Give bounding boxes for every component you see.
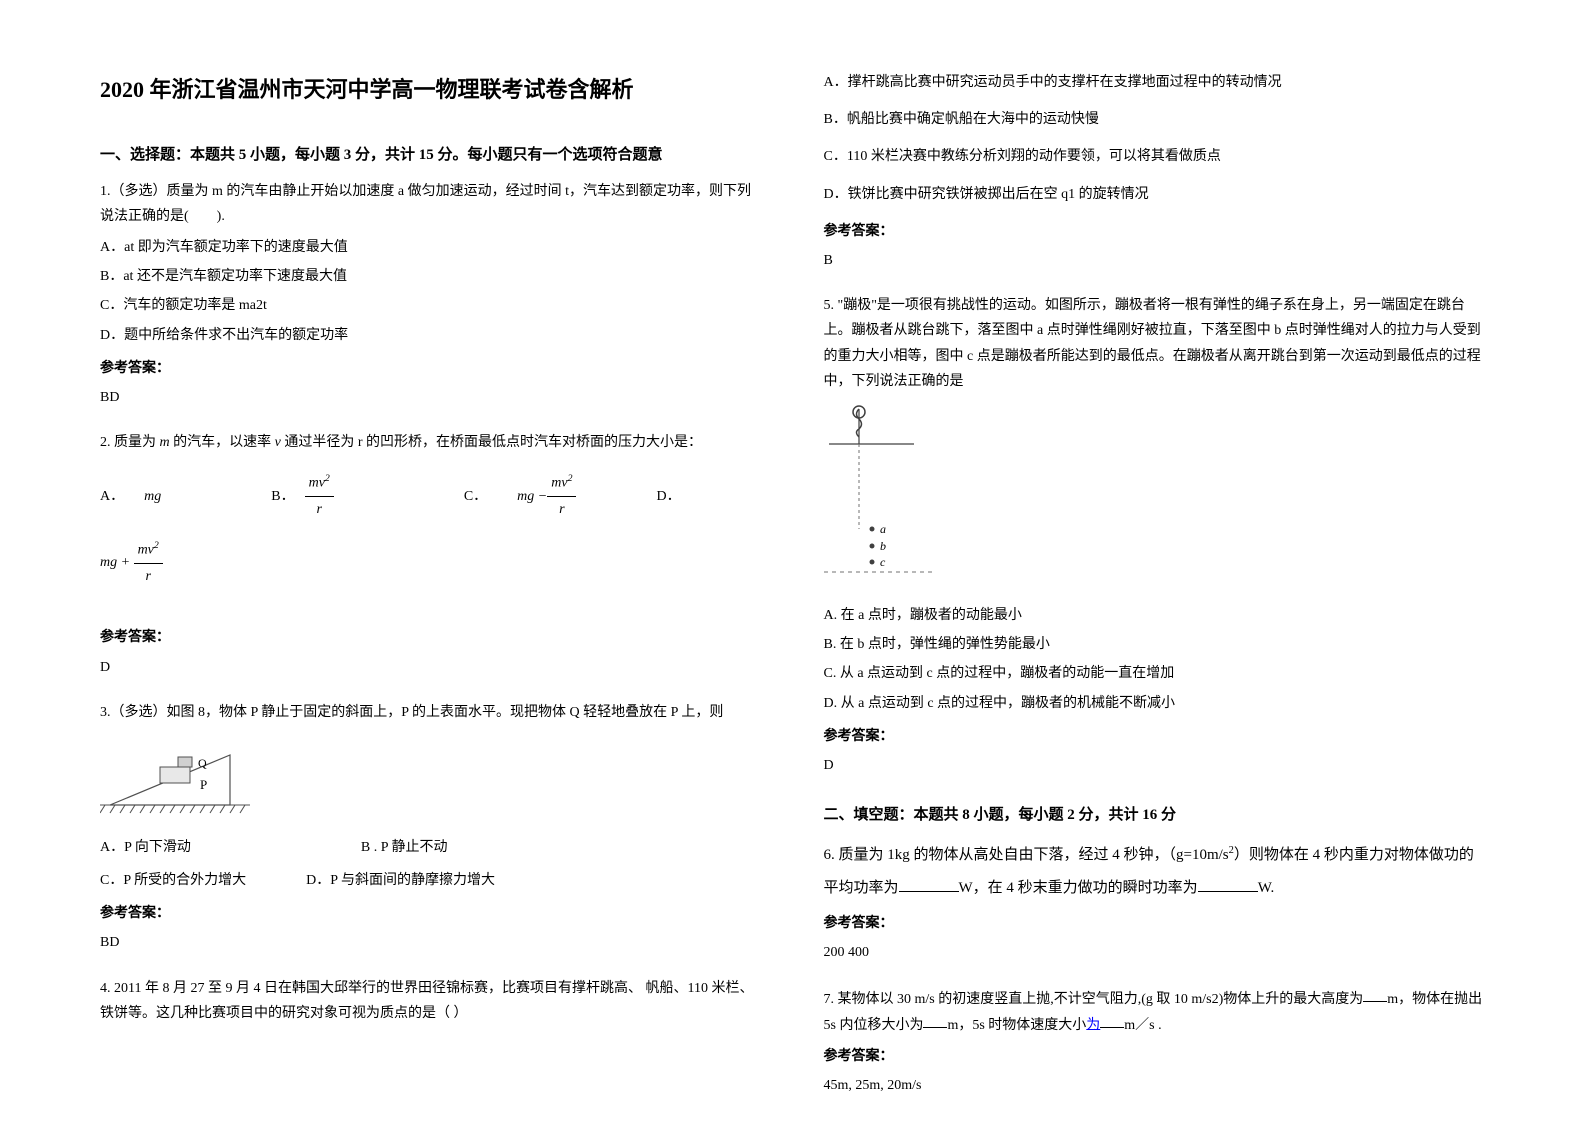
q6-suffix: W. (1258, 880, 1275, 896)
svg-text:a: a (880, 522, 886, 536)
q3-label-q: Q (198, 756, 207, 770)
question-2: 2. 质量为 m 的汽车，以速率 v 通过半径为 r 的凹形桥，在桥面最低点时汽… (100, 430, 764, 692)
q4-opt-b: B．帆船比赛中确定帆船在大海中的运动快慢 (824, 107, 1488, 132)
q5-diagram: a b c (824, 404, 1488, 593)
q5-opt-c: C. 从 a 点运动到 c 点的过程中，蹦极者的动能一直在增加 (824, 661, 1488, 686)
q4-answer-label: 参考答案： (824, 219, 1488, 244)
q2-opt-c-fraction: mv2 r (547, 470, 576, 522)
q4-opt-a: A．撑杆跳高比赛中研究运动员手中的支撑杆在支撑地面过程中的转动情况 (824, 70, 1488, 95)
q7-prefix: 7. 某物体以 30 m/s 的初速度竖直上抛,不计空气阻力,(g 取 10 m… (824, 991, 1364, 1006)
q2-options-row1: A． mg B． mv2 r C． mg − mv2 r D． (100, 470, 764, 522)
q2-answer-label: 参考答案： (100, 625, 764, 650)
q1-opt-c: C．汽车的额定功率是 ma2t (100, 293, 764, 318)
q2-opt-b-label: B． (271, 484, 294, 509)
question-4-stem: 4. 2011 年 8 月 27 至 9 月 4 日在韩国大邱举行的世界田径锦标… (100, 976, 764, 1032)
q4-answer: B (824, 248, 1488, 273)
q2-opt-a: A． mg (100, 484, 161, 509)
q2-text-mid2: 通过半径为 r 的凹形桥，在桥面最低点时汽车对桥面的压力大小是： (281, 435, 702, 450)
question-1: 1.（多选）质量为 m 的汽车由静止开始以加速度 a 做匀加速运动，经过时间 t… (100, 179, 764, 423)
q6-mid2: W，在 4 秒末重力做功的瞬时功率为 (959, 880, 1198, 896)
q3-opt-c: C．P 所受的合外力增大 (100, 868, 246, 893)
q2-opt-c: C． mg − mv2 r (464, 470, 577, 522)
question-6: 6. 质量为 1kg 的物体从高处自由下落，经过 4 秒钟，（g=10m/s2）… (824, 839, 1488, 977)
q2-text-prefix: 2. 质量为 (100, 435, 160, 450)
q5-opt-a: A. 在 a 点时，蹦极者的动能最小 (824, 603, 1488, 628)
q2-text: 2. 质量为 m 的汽车，以速率 v 通过半径为 r 的凹形桥，在桥面最低点时汽… (100, 430, 764, 455)
q2-answer: D (100, 655, 764, 680)
q1-answer: BD (100, 385, 764, 410)
q7-link[interactable]: 为 (1086, 1017, 1100, 1032)
q6-answer: 200 400 (824, 940, 1488, 965)
q7-text: 7. 某物体以 30 m/s 的初速度竖直上抛,不计空气阻力,(g 取 10 m… (824, 986, 1488, 1038)
q2-opt-d-mg: mg + (100, 556, 134, 571)
q3-options-row1: A．P 向下滑动 B . P 静止不动 (100, 835, 764, 860)
q7-blank3 (1100, 1012, 1124, 1029)
q5-text: 5. "蹦极"是一项很有挑战性的运动。如图所示，蹦极者将一根有弹性的绳子系在身上… (824, 293, 1488, 394)
q2-opt-a-label: A． (100, 484, 124, 509)
q2-text-mid1: 的汽车，以速率 (170, 435, 275, 450)
q4-options: A．撑杆跳高比赛中研究运动员手中的支撑杆在支撑地面过程中的转动情况 B．帆船比赛… (824, 70, 1488, 207)
q7-mid2: m，5s 时物体速度大小 (947, 1017, 1086, 1032)
q2-opt-a-val: mg (144, 484, 161, 509)
q3-opt-d: D．P 与斜面间的静摩擦力增大 (306, 868, 495, 893)
q3-answer: BD (100, 930, 764, 955)
q3-options-row2: C．P 所受的合外力增大 D．P 与斜面间的静摩擦力增大 (100, 868, 764, 893)
q2-opt-b: B． mv2 r (271, 470, 334, 522)
q4-text: 4. 2011 年 8 月 27 至 9 月 4 日在韩国大邱举行的世界田径锦标… (100, 976, 764, 1026)
q7-suffix: m／s . (1124, 1017, 1161, 1032)
q2-var-m: m (160, 435, 170, 450)
left-column: 2020 年浙江省温州市天河中学高一物理联考试卷含解析 一、选择题：本题共 5 … (100, 70, 764, 1052)
q3-text: 3.（多选）如图 8，物体 P 静止于固定的斜面上，P 的上表面水平。现把物体 … (100, 700, 764, 725)
q5-opt-b: B. 在 b 点时，弹性绳的弹性势能最小 (824, 632, 1488, 657)
q3-opt-a: A．P 向下滑动 (100, 835, 191, 860)
q6-prefix: 6. 质量为 1kg 的物体从高处自由下落，经过 4 秒钟，（g=10m/s (824, 847, 1229, 863)
q4-opt-c: C．110 米栏决赛中教练分析刘翔的动作要领，可以将其看做质点 (824, 144, 1488, 169)
q3-diagram: Q P (100, 735, 764, 825)
q1-opt-d: D．题中所给条件求不出汽车的额定功率 (100, 323, 764, 348)
q1-options: A．at 即为汽车额定功率下的速度最大值 B．at 还不是汽车额定功率下速度最大… (100, 235, 764, 348)
question-5: 5. "蹦极"是一项很有挑战性的运动。如图所示，蹦极者将一根有弹性的绳子系在身上… (824, 293, 1488, 782)
q2-opt-d-label: D． (656, 484, 680, 509)
q5-opt-d: D. 从 a 点运动到 c 点的过程中，蹦极者的机械能不断减小 (824, 691, 1488, 716)
right-column: A．撑杆跳高比赛中研究运动员手中的支撑杆在支撑地面过程中的转动情况 B．帆船比赛… (824, 70, 1488, 1052)
q6-blank2 (1198, 874, 1258, 892)
q2-opt-d-formula-row: mg + mv2 r (100, 537, 764, 589)
q6-text: 6. 质量为 1kg 的物体从高处自由下落，经过 4 秒钟，（g=10m/s2）… (824, 839, 1488, 905)
q6-blank1 (899, 874, 959, 892)
q3-label-p: P (200, 777, 207, 792)
q7-blank2 (923, 1012, 947, 1029)
q1-text: 1.（多选）质量为 m 的汽车由静止开始以加速度 a 做匀加速运动，经过时间 t… (100, 179, 764, 229)
q2-opt-d-fraction: mv2 r (134, 537, 163, 589)
q2-opt-c-label: C． (464, 484, 487, 509)
section-1-header: 一、选择题：本题共 5 小题，每小题 3 分，共计 15 分。每小题只有一个选项… (100, 142, 764, 169)
svg-text:c: c (880, 555, 886, 569)
section-2-header: 二、填空题：本题共 8 小题，每小题 2 分，共计 16 分 (824, 802, 1488, 829)
q2-opt-c-formula: mg − (517, 484, 547, 509)
question-4-options: A．撑杆跳高比赛中研究运动员手中的支撑杆在支撑地面过程中的转动情况 B．帆船比赛… (824, 70, 1488, 285)
q3-opt-b: B . P 静止不动 (361, 835, 448, 860)
q1-answer-label: 参考答案： (100, 356, 764, 381)
question-3: 3.（多选）如图 8，物体 P 静止于固定的斜面上，P 的上表面水平。现把物体 … (100, 700, 764, 968)
q4-opt-d: D．铁饼比赛中研究铁饼被掷出后在空 q1 的旋转情况 (824, 182, 1488, 207)
q7-answer-label: 参考答案： (824, 1044, 1488, 1069)
q1-opt-a: A．at 即为汽车额定功率下的速度最大值 (100, 235, 764, 260)
svg-text:b: b (880, 539, 886, 553)
q5-options: A. 在 a 点时，蹦极者的动能最小 B. 在 b 点时，弹性绳的弹性势能最小 … (824, 603, 1488, 716)
page-title: 2020 年浙江省温州市天河中学高一物理联考试卷含解析 (100, 70, 764, 110)
q6-answer-label: 参考答案： (824, 911, 1488, 936)
q5-answer-label: 参考答案： (824, 724, 1488, 749)
q2-opt-b-formula: mv2 r (305, 470, 334, 522)
q3-answer-label: 参考答案： (100, 901, 764, 926)
q2-opt-d: D． (656, 484, 680, 509)
q7-answer: 45m, 25m, 20m/s (824, 1073, 1488, 1098)
q7-blank1 (1363, 986, 1387, 1003)
q5-answer: D (824, 753, 1488, 778)
question-7: 7. 某物体以 30 m/s 的初速度竖直上抛,不计空气阻力,(g 取 10 m… (824, 986, 1488, 1110)
q1-opt-b: B．at 还不是汽车额定功率下速度最大值 (100, 264, 764, 289)
